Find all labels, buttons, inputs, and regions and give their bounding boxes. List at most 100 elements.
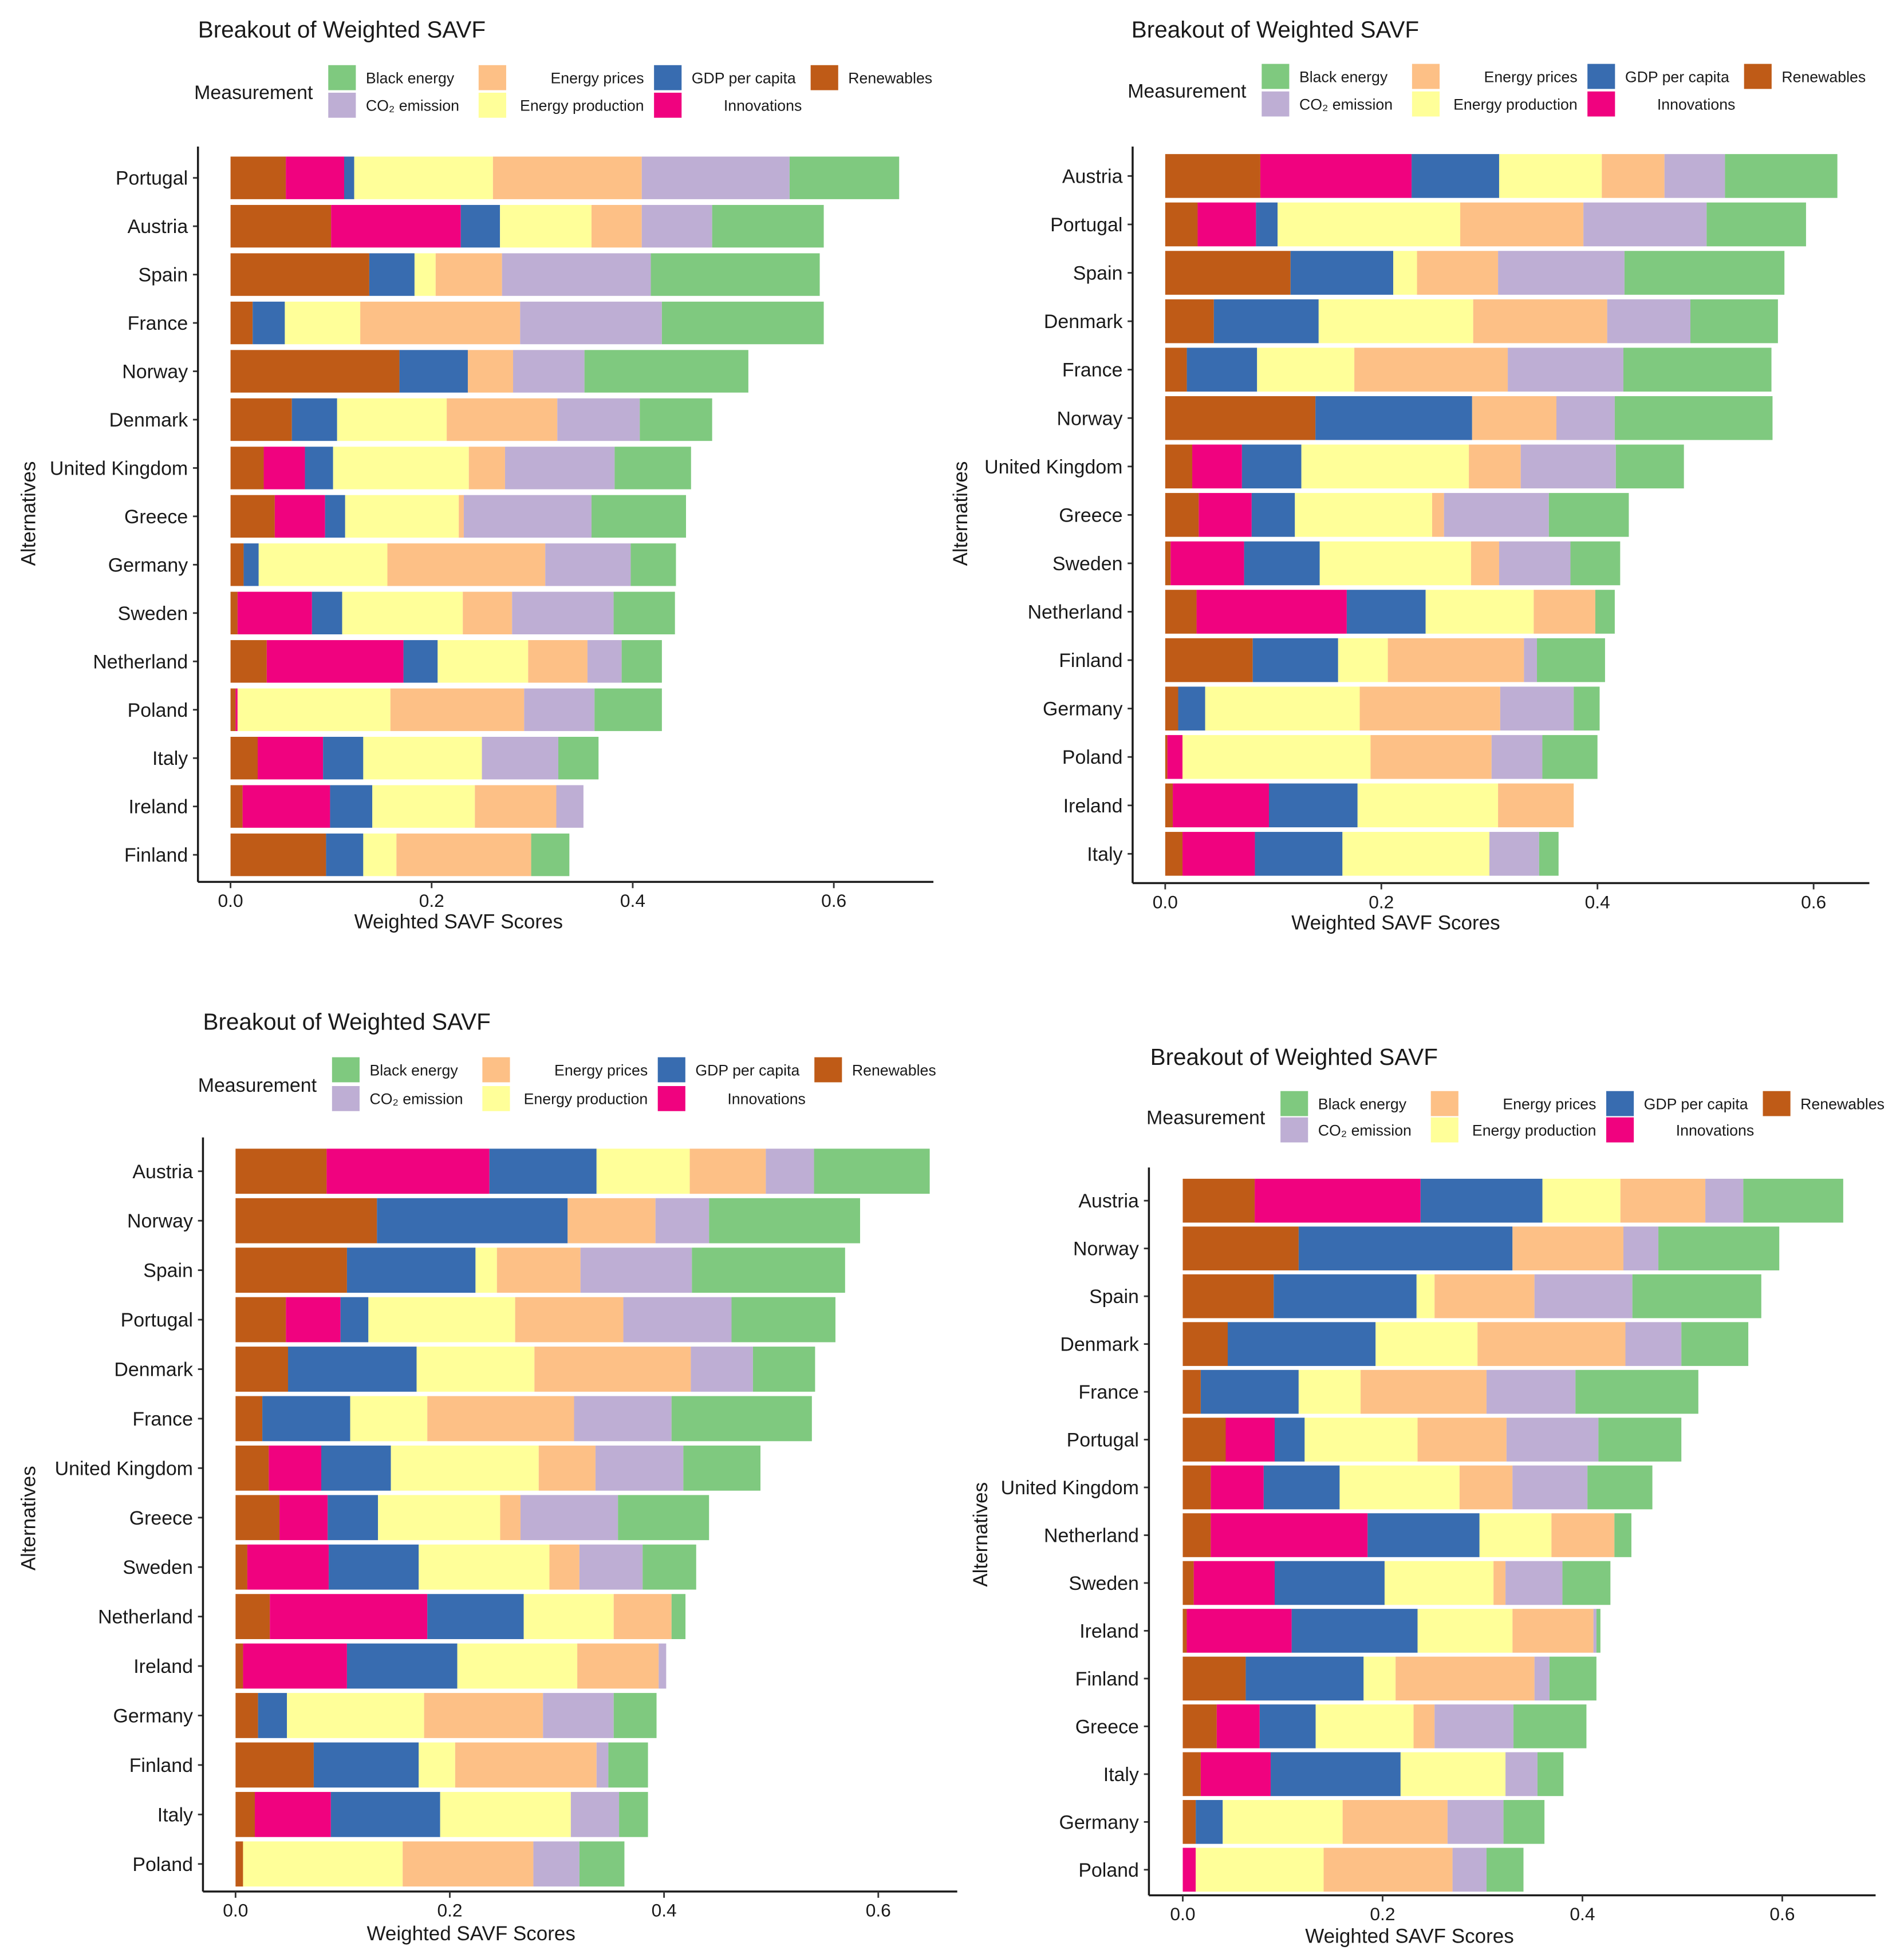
bar-sweden-renewables <box>1182 1561 1194 1605</box>
legend-label-black-energy: Black energy <box>1318 1095 1407 1112</box>
bar-germany-gdp-per-capita <box>258 1693 287 1738</box>
bar-ireland-energy-production <box>1357 783 1499 828</box>
bar-germany-energy-prices <box>424 1693 543 1738</box>
bar-italy-black-energy <box>1537 1752 1564 1797</box>
bar-poland-black-energy <box>1542 735 1598 779</box>
bar-norway-renewables <box>235 1198 377 1244</box>
bar-austria-energy-production <box>1499 154 1602 198</box>
bar-spain-gdp-per-capita <box>1274 1274 1417 1319</box>
bar-sweden-innovations <box>247 1544 329 1590</box>
y-tick-label-greece: Greece <box>1075 1716 1139 1738</box>
bar-spain-energy-production <box>1393 251 1417 295</box>
bar-ireland-innovations <box>243 1643 347 1689</box>
y-tick-label-italy: Italy <box>152 748 188 769</box>
legend-label-energy-production: Energy production <box>520 97 644 115</box>
bar-spain-gdp-per-capita <box>1290 251 1394 295</box>
bar-norway-energy-prices <box>1512 1226 1623 1270</box>
bar-germany-black-energy <box>613 1693 657 1738</box>
bar-italy-co2-emission <box>482 736 559 780</box>
bar-austria-co2-emission <box>641 204 712 248</box>
bar-finland-black-energy <box>1549 1656 1596 1701</box>
bar-germany-energy-prices <box>1359 686 1500 731</box>
bar-denmark-energy-prices <box>534 1347 691 1392</box>
bar-spain-black-energy <box>692 1248 845 1293</box>
bar-sweden-gdp-per-capita <box>329 1544 419 1590</box>
y-tick-label-austria: Austria <box>128 216 188 238</box>
bar-finland-co2-emission <box>596 1742 609 1788</box>
bar-spain-gdp-per-capita <box>369 253 415 296</box>
bar-finland-energy-prices <box>1396 1656 1535 1701</box>
bar-sweden-gdp-per-capita <box>1244 541 1320 586</box>
x-tick-label-0: 0.0 <box>1153 891 1178 912</box>
bar-poland-co2-emission <box>524 688 595 731</box>
y-tick-label-austria: Austria <box>1062 165 1123 187</box>
y-tick-label-greece: Greece <box>129 1507 193 1529</box>
bar-italy-renewables <box>1182 1752 1201 1797</box>
y-tick-label-spain: Spain <box>1073 263 1123 285</box>
y-tick-label-portugal: Portugal <box>1067 1430 1139 1451</box>
legend-label-gdp-per-capita: GDP per capita <box>695 1061 799 1079</box>
y-tick-label-sweden: Sweden <box>118 603 188 625</box>
y-tick-label-norway: Norway <box>1057 408 1123 429</box>
bar-ireland-energy-prices <box>1498 783 1574 828</box>
bar-poland-energy-prices <box>403 1841 534 1887</box>
bar-norway-gdp-per-capita <box>377 1198 568 1244</box>
bar-germany-energy-prices <box>1342 1800 1448 1844</box>
bar-germany-renewables <box>1182 1800 1196 1844</box>
bar-sweden-co2-emission <box>579 1544 643 1590</box>
x-tick-label-2: 0.4 <box>652 1900 677 1921</box>
y-tick-label-germany: Germany <box>1059 1811 1138 1833</box>
bar-italy-gdp-per-capita <box>1255 832 1343 876</box>
y-tick-label-france: France <box>128 313 188 334</box>
legend-label-energy-prices: Energy prices <box>1484 68 1578 85</box>
bar-denmark-energy-production <box>416 1347 535 1392</box>
legend-swatch-black-energy <box>1280 1091 1308 1116</box>
bar-greece-energy-production <box>1315 1704 1414 1748</box>
bar-portugal-co2-emission <box>1506 1418 1599 1462</box>
bar-norway-gdp-per-capita <box>1298 1226 1513 1270</box>
y-tick-label-finland: Finland <box>1059 650 1122 672</box>
bar-poland-co2-emission <box>1491 735 1543 779</box>
bar-finland-gdp-per-capita <box>313 1742 419 1788</box>
bar-norway-renewables <box>230 350 400 393</box>
bar-netherland-co2-emission <box>587 640 622 683</box>
y-tick-label-germany: Germany <box>113 1706 193 1727</box>
legend-title: Measurement <box>198 1075 317 1096</box>
bar-austria-black-energy <box>814 1148 930 1194</box>
bar-denmark-gdp-per-capita <box>288 1347 417 1392</box>
bar-norway-renewables <box>1165 396 1316 440</box>
bar-austria-energy-prices <box>689 1148 766 1194</box>
legend-swatch-renewables <box>1763 1091 1791 1116</box>
y-tick-label-italy: Italy <box>157 1804 193 1826</box>
bar-ireland-energy-prices <box>475 785 557 828</box>
bar-netherland-energy-prices <box>613 1594 672 1639</box>
bar-germany-co2-emission <box>545 543 631 586</box>
bar-portugal-black-energy <box>731 1297 835 1343</box>
bar-italy-energy-production <box>1342 832 1489 876</box>
y-tick-label-finland: Finland <box>124 844 188 866</box>
bar-italy-co2-emission <box>570 1791 620 1837</box>
bar-spain-black-energy <box>651 253 820 296</box>
y-tick-label-sweden: Sweden <box>1052 553 1123 575</box>
bar-germany-gdp-per-capita <box>243 543 259 586</box>
bar-united-kingdom-co2-emission <box>1520 444 1616 489</box>
y-tick-label-portugal: Portugal <box>1050 214 1122 236</box>
legend-label-renewables: Renewables <box>1800 1095 1885 1112</box>
bar-portugal-gdp-per-capita <box>344 156 354 199</box>
bar-sweden-gdp-per-capita <box>1275 1561 1385 1605</box>
bar-greece-gdp-per-capita <box>1259 1704 1316 1748</box>
bar-united-kingdom-black-energy <box>1587 1465 1653 1510</box>
bar-greece-energy-prices <box>1413 1704 1435 1748</box>
bar-denmark-gdp-per-capita <box>291 398 337 441</box>
bar-united-kingdom-energy-prices <box>1459 1465 1513 1510</box>
bar-portugal-co2-emission <box>623 1297 732 1343</box>
bar-norway-energy-prices <box>467 350 513 393</box>
bar-france-energy-prices <box>1354 348 1508 392</box>
y-tick-label-ireland: Ireland <box>133 1656 193 1677</box>
bar-sweden-energy-prices <box>549 1544 580 1590</box>
bar-sweden-energy-prices <box>1471 541 1499 586</box>
legend-label-black-energy: Black energy <box>366 70 455 87</box>
bar-france-black-energy <box>1575 1369 1698 1414</box>
legend-label-energy-production: Energy production <box>1472 1122 1596 1139</box>
bar-portugal-energy-production <box>368 1297 515 1343</box>
